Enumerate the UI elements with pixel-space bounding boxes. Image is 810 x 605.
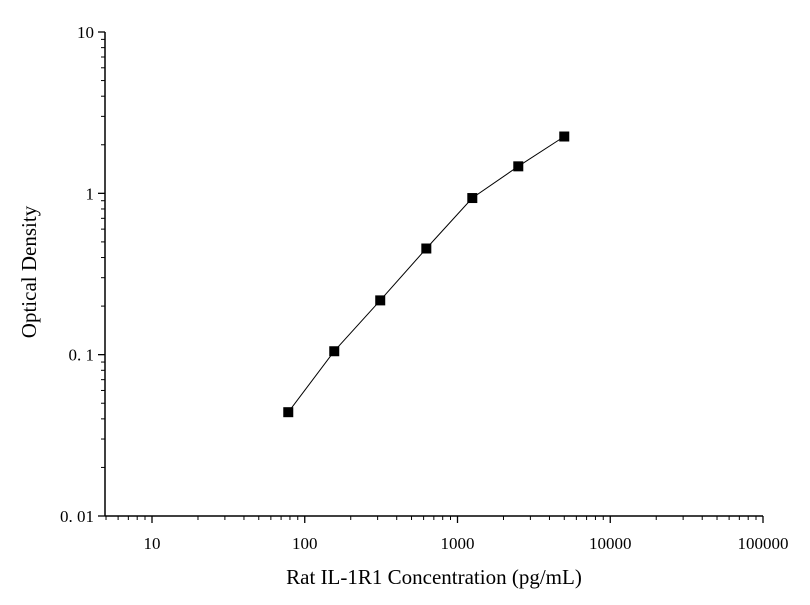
y-tick-label: 1 [86, 184, 95, 203]
x-tick-label: 1000 [441, 534, 475, 553]
x-axis-tick-labels: 10 100 1000 10000 100000 [144, 534, 789, 553]
x-tick-label: 10000 [589, 534, 632, 553]
data-point [559, 131, 570, 142]
x-tick-label: 10 [144, 534, 161, 553]
plot-area: 0. 01 0. 1 1 10 10 100 1000 10000 100000 [60, 23, 789, 553]
data-point [513, 161, 524, 172]
data-points [283, 131, 570, 418]
y-axis-tick-labels: 0. 01 0. 1 1 10 [60, 23, 94, 526]
data-point [375, 295, 386, 306]
y-axis-title: Optical Density [17, 205, 41, 338]
data-point [421, 243, 432, 254]
series-line [287, 136, 565, 413]
x-axis-ticks [105, 516, 764, 523]
data-point [329, 346, 340, 357]
y-axis-ticks [98, 31, 105, 517]
data-point [467, 193, 478, 204]
y-tick-label: 0. 01 [60, 507, 94, 526]
x-tick-label: 100 [292, 534, 318, 553]
y-tick-label: 0. 1 [69, 346, 95, 365]
data-point [283, 407, 294, 418]
x-axis-title: Rat IL-1R1 Concentration (pg/mL) [286, 565, 582, 589]
x-tick-label: 100000 [738, 534, 789, 553]
y-tick-label: 10 [77, 23, 94, 42]
